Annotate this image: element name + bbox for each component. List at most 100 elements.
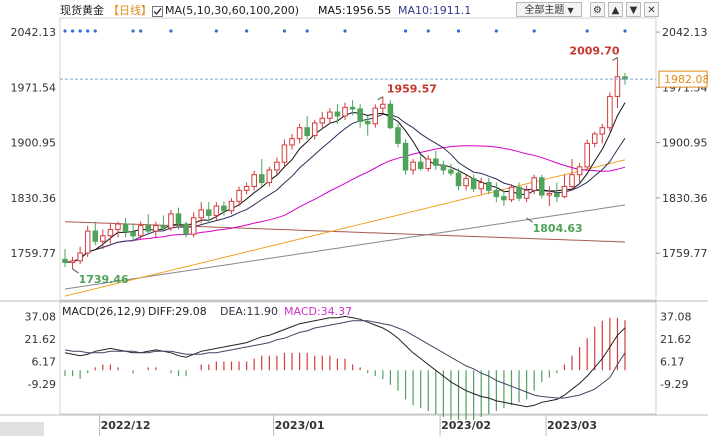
candle-body [501,196,507,201]
candle-body [243,185,250,191]
event-dot [403,29,408,33]
macd-value: MACD:34.37 [284,305,352,318]
ma5-value: MA5:1956.55 [318,4,392,17]
candle-body [183,223,189,235]
y-tick-right: 1759.77 [662,247,708,260]
ma100-line [64,204,626,290]
candle-body [115,223,121,231]
macd-dea-line [64,320,626,399]
candle-body [228,200,235,212]
current-price-tag [658,70,708,88]
candle-body [546,192,553,196]
candle-body [175,213,182,225]
candle-body [561,185,568,198]
annotation-label: 2009.70 [569,44,619,57]
gear-icon[interactable]: ⚙ [590,2,605,17]
event-dot [131,29,135,33]
candle-body [145,225,152,232]
candle-body [523,189,530,199]
candle-body [372,107,379,125]
candle-body [554,192,560,198]
main-panel-frame [59,17,657,301]
candle-body [417,161,424,169]
current-price-label: 1982.08 [664,73,708,86]
candle-body [448,169,454,174]
candle-body [433,158,439,166]
instrument-title: 现货黄金 [60,4,104,17]
candle-body [69,260,76,263]
candle-body [599,127,606,135]
event-dot [86,29,90,33]
period-label[interactable]: 【日线】 [108,4,152,17]
candle-body [463,178,469,187]
event-dot [139,29,143,33]
candle-body [274,161,280,171]
theme-dropdown[interactable]: 全部主题 ▼ [516,2,582,17]
event-dot [343,29,347,33]
candle-body [311,122,318,137]
candle-body [493,189,500,198]
candle-body [440,164,447,171]
arrow-down-icon[interactable]: ▼ [626,2,641,17]
close-icon[interactable]: ✕ [644,2,659,17]
event-dot [245,29,249,33]
macd-y-tick-left: 37.08 [25,310,57,323]
candle-body [402,142,409,171]
candle-body [425,158,432,169]
candle-body [100,235,106,242]
candle-body [168,213,174,229]
event-dot [494,29,498,33]
event-dot [63,29,67,33]
candle-body [478,182,484,190]
macd-diff-value: DIFF:29.08 [148,305,207,318]
macd-dea-value: DEA:11.90 [220,305,278,318]
candle-body [508,186,515,201]
arrow-up-icon[interactable]: ▲ [608,2,623,17]
candle-body [569,174,575,187]
annotation-leader [72,268,79,274]
candle-body [591,133,598,144]
candle-body [258,174,265,184]
ma30-line [64,145,626,263]
candle-body [289,138,295,146]
macd-panel-frame [59,301,657,415]
candle-body [281,144,288,163]
date-marker-box [0,422,44,436]
candle-body [77,252,83,262]
candle-body [410,161,416,171]
candle-body [213,205,220,216]
candle-body [190,217,197,235]
event-dot [623,29,627,33]
candle-body [107,229,114,237]
event-dot [585,29,589,33]
candle-body [576,166,583,176]
candle-body [62,258,68,263]
chevron-down-icon: ▼ [567,6,574,15]
event-dot [78,29,82,33]
event-dot [70,29,75,33]
candle-body [342,106,348,117]
candle-body [84,230,91,254]
candle-body [122,223,129,233]
candle-body [387,103,394,129]
annotation-leader [377,96,384,101]
x-tick-label: 2023/02 [441,419,491,432]
checkbox-icon[interactable] [152,3,164,19]
candle-body [470,178,477,190]
candle-body [160,225,167,229]
candle-body [296,127,303,140]
macd-y-tick-right: 21.62 [660,333,692,346]
candle-body [206,209,212,216]
annotation-leader [526,217,533,223]
candle-body [364,120,371,125]
event-dot [282,29,287,33]
candle-body [614,76,621,97]
candle-body [538,177,545,196]
theme-label: 全部主题 [524,5,565,16]
candle-body [319,117,326,124]
candle-body [251,174,257,187]
candle-body [584,142,590,168]
annotation-label: 1739.46 [79,273,129,286]
macd-diff-line [64,315,626,408]
y-tick-left: 1830.36 [11,192,57,205]
